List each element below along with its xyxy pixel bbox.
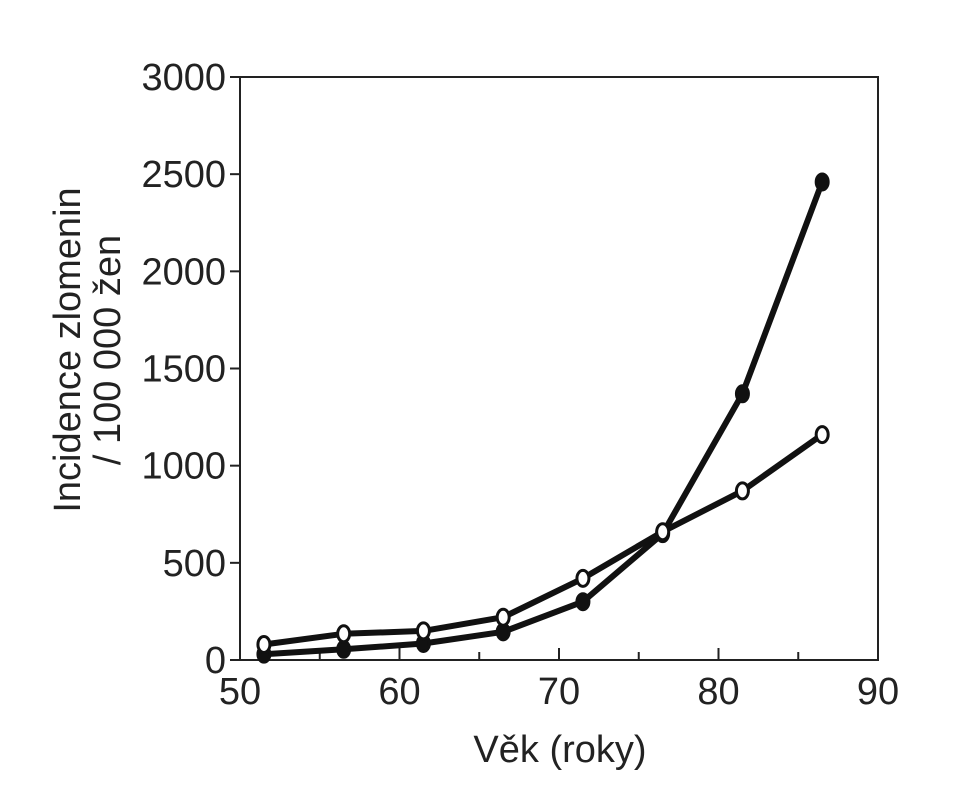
open-marker	[734, 481, 750, 501]
y-axis-title: Incidence zlomenin / 100 000 žen	[47, 187, 129, 512]
filled-marker	[814, 172, 830, 192]
plot-frame	[239, 76, 879, 661]
open-marker	[655, 522, 671, 542]
open-marker	[256, 634, 272, 654]
x-tick-label: 50	[219, 671, 261, 713]
x-tick-label: 90	[857, 671, 899, 713]
open-marker	[814, 425, 830, 445]
open-marker	[415, 621, 431, 641]
y-tick-label: 2000	[141, 251, 226, 293]
y-tick-label: 2500	[141, 154, 226, 196]
x-tick-label: 70	[538, 671, 580, 713]
series-line-1	[260, 178, 826, 658]
tick-labels: 0 500 1000 1500 2000 2500 3000 50 60 70 80 90	[141, 57, 899, 713]
y-tick-label: 1000	[141, 446, 226, 488]
filled-marker	[575, 592, 591, 612]
open-marker	[575, 568, 591, 588]
series-layer	[256, 172, 830, 664]
open-marker	[495, 607, 511, 627]
y-tick-label: 0	[205, 640, 226, 682]
y-tick-label: 3000	[141, 57, 226, 99]
y-tick-label: 500	[163, 543, 226, 585]
y-axis-title-line1: Incidence zlomenin	[47, 187, 89, 512]
y-tick-label: 1500	[141, 349, 226, 391]
x-tick-label: 60	[378, 671, 420, 713]
x-tick-label: 80	[697, 671, 739, 713]
x-axis-title: Věk (roky)	[473, 729, 646, 771]
axes	[230, 76, 879, 661]
open-marker	[336, 624, 352, 644]
filled-marker	[734, 384, 750, 404]
series-line-2	[260, 431, 826, 648]
y-axis-title-line2: / 100 000 žen	[87, 235, 129, 465]
filled-marker	[336, 639, 352, 659]
